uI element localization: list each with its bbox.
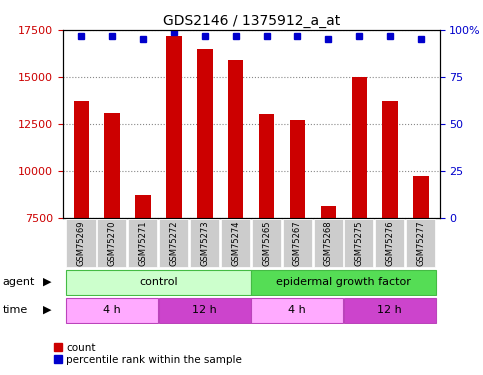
FancyBboxPatch shape [158,298,251,323]
Text: GSM75276: GSM75276 [385,220,395,266]
Text: ▶: ▶ [43,305,51,315]
FancyBboxPatch shape [98,219,127,267]
Legend: count, percentile rank within the sample: count, percentile rank within the sample [54,343,242,365]
FancyBboxPatch shape [66,270,251,295]
FancyBboxPatch shape [251,298,343,323]
Bar [228,60,243,217]
FancyBboxPatch shape [66,298,158,323]
Text: 12 h: 12 h [377,305,402,315]
Bar [413,176,429,218]
Bar [290,120,305,218]
FancyBboxPatch shape [406,219,435,267]
Text: GSM75273: GSM75273 [200,220,209,266]
FancyBboxPatch shape [190,219,219,267]
FancyBboxPatch shape [375,219,404,267]
Bar [321,206,336,218]
FancyBboxPatch shape [221,219,250,267]
FancyBboxPatch shape [159,219,188,267]
FancyBboxPatch shape [128,219,157,267]
Text: ▶: ▶ [43,277,51,287]
FancyBboxPatch shape [251,270,436,295]
FancyBboxPatch shape [313,219,342,267]
Text: GSM75268: GSM75268 [324,220,333,266]
Text: epidermal growth factor: epidermal growth factor [276,277,411,287]
Text: control: control [139,277,178,287]
FancyBboxPatch shape [344,219,373,267]
Bar [135,195,151,217]
Text: GSM75270: GSM75270 [108,220,117,266]
Text: agent: agent [2,277,35,287]
Bar [259,114,274,218]
Text: GSM75271: GSM75271 [139,220,148,266]
FancyBboxPatch shape [67,219,96,267]
Bar [197,49,213,217]
FancyBboxPatch shape [252,219,281,267]
Text: time: time [2,305,28,315]
Bar [166,36,182,218]
Text: GSM75277: GSM75277 [416,220,426,266]
FancyBboxPatch shape [283,219,312,267]
Text: GSM75265: GSM75265 [262,220,271,266]
FancyBboxPatch shape [344,298,436,323]
Bar [73,101,89,217]
Text: GSM75267: GSM75267 [293,220,302,266]
Text: GSM75272: GSM75272 [170,220,178,266]
Bar [352,77,367,218]
Title: GDS2146 / 1375912_a_at: GDS2146 / 1375912_a_at [163,13,340,28]
Text: 4 h: 4 h [288,305,306,315]
Text: GSM75269: GSM75269 [77,220,86,266]
Bar [383,101,398,217]
Text: GSM75275: GSM75275 [355,220,364,266]
Text: 4 h: 4 h [103,305,121,315]
Bar [104,112,120,218]
Text: 12 h: 12 h [192,305,217,315]
Text: GSM75274: GSM75274 [231,220,240,266]
